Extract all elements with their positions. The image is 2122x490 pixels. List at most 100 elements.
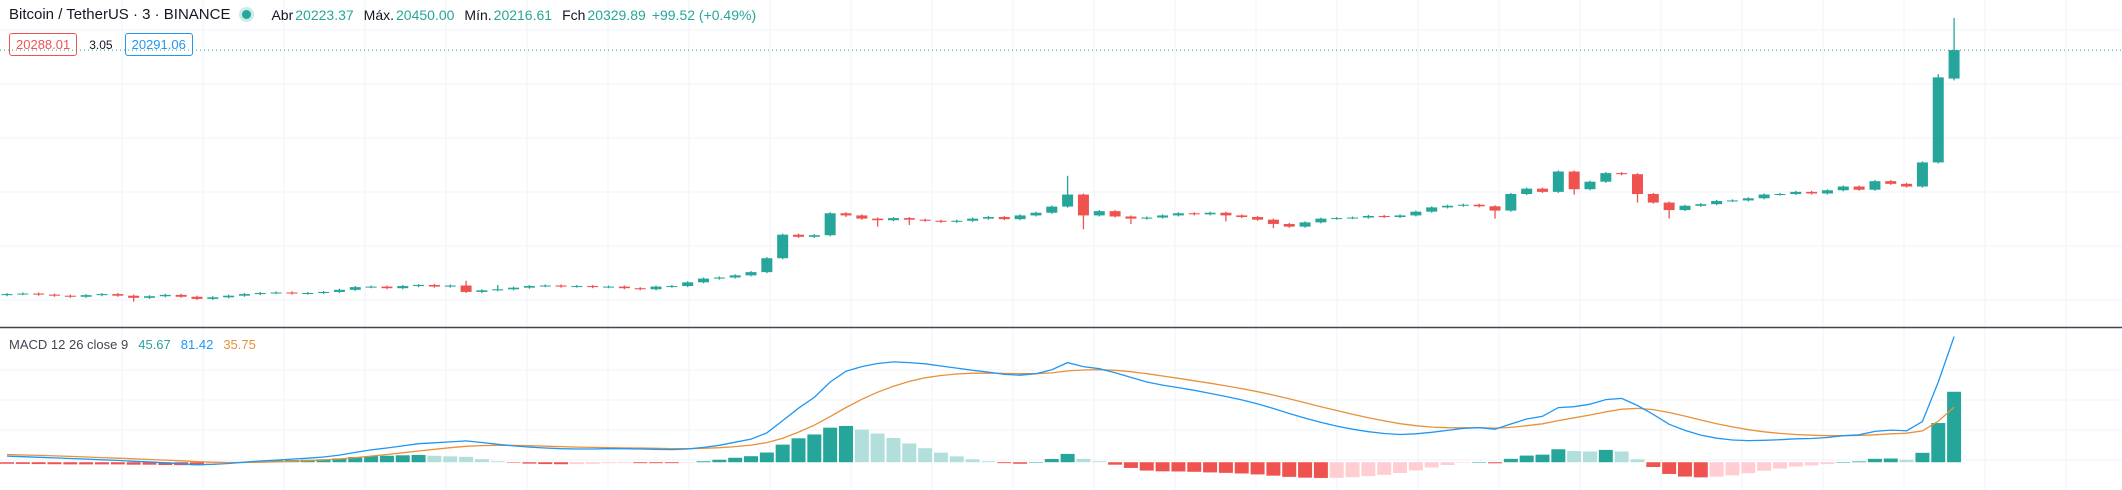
histogram-bar <box>1060 453 1075 463</box>
histogram-bar <box>94 462 109 465</box>
candle-body <box>1663 202 1675 211</box>
symbol: Bitcoin / TetherUS · 3 · BINANCE <box>9 6 231 23</box>
candle-body <box>603 286 615 288</box>
histogram-bar <box>1044 458 1059 463</box>
candle-body <box>967 218 979 221</box>
histogram-bar <box>838 425 853 463</box>
histogram-bar <box>1345 462 1360 478</box>
candle-body <box>666 286 678 288</box>
candle-body <box>1299 222 1311 227</box>
histogram-bar <box>1883 458 1898 463</box>
candle-body <box>539 285 551 287</box>
histogram-bar <box>1662 462 1677 474</box>
high-value: 20450.00 <box>396 6 455 23</box>
candle-body <box>935 220 947 222</box>
histogram-bar <box>1393 462 1408 474</box>
candle-body <box>1252 217 1264 220</box>
histogram-bar <box>379 455 394 463</box>
candle-body <box>1267 219 1279 224</box>
candle-body <box>1394 215 1406 218</box>
candle-body <box>618 286 630 289</box>
spread: 3.05 <box>89 37 113 52</box>
signal-line <box>6 369 1955 464</box>
histogram-bar <box>506 462 521 463</box>
candle-body <box>523 286 535 288</box>
candle-body <box>1726 200 1738 202</box>
candle-body <box>1236 215 1248 218</box>
candle-body <box>159 294 171 297</box>
candle-body <box>413 284 425 287</box>
histogram-bar <box>1155 462 1170 472</box>
candle-body <box>982 217 994 219</box>
histogram-bar <box>443 456 458 463</box>
histogram-bar <box>1108 462 1123 465</box>
candle-body <box>1521 188 1533 195</box>
histogram-bar <box>1693 462 1708 478</box>
candle-body <box>143 296 155 298</box>
candle-body <box>207 297 219 299</box>
candle-body <box>318 291 330 294</box>
change: +99.52 (+0.49%) <box>651 6 757 23</box>
histogram-bar <box>1234 462 1249 474</box>
candle-body <box>1220 212 1232 216</box>
histogram-bar <box>1203 462 1218 473</box>
histogram-bar <box>807 434 822 463</box>
candle-body <box>1125 216 1137 219</box>
histogram-bar <box>15 462 30 464</box>
histogram-bar <box>1313 462 1328 478</box>
histogram-bar <box>1092 461 1107 463</box>
histogram-bar <box>933 452 948 463</box>
candle-body <box>1711 200 1723 205</box>
histogram-bar <box>918 448 933 463</box>
candle-body <box>460 285 472 292</box>
histogram-bar <box>870 433 885 463</box>
candle-body <box>270 292 282 294</box>
candle-body <box>1837 186 1849 191</box>
candle-body <box>555 285 567 287</box>
macd-value: 81.42 <box>180 337 214 352</box>
candle-body <box>713 277 725 279</box>
candle-body <box>1014 215 1026 220</box>
candle-body <box>1505 194 1517 211</box>
candle-body <box>808 235 820 237</box>
histogram-bar <box>633 462 648 464</box>
ask-price[interactable]: 20291.06 <box>124 33 193 56</box>
histogram-bar <box>1282 462 1297 477</box>
close-label: Fch <box>562 6 586 23</box>
candle-body <box>1948 50 1960 79</box>
histogram-bar <box>395 455 410 463</box>
candle-body <box>1758 194 1770 199</box>
histogram-bar <box>728 457 743 463</box>
histogram-bar <box>1298 462 1313 478</box>
histogram-bar <box>1583 451 1597 463</box>
histogram-bar <box>617 462 632 463</box>
candle-body <box>48 294 60 296</box>
histogram-bar <box>1614 451 1629 463</box>
histogram-bar <box>459 456 474 463</box>
histogram-bar <box>1646 462 1661 468</box>
candle-body <box>777 234 789 259</box>
candle-body <box>1790 191 1802 195</box>
histogram-bar <box>949 456 964 463</box>
quote-row: 20288.01 3.05 20291.06 <box>9 33 193 56</box>
histogram-bar <box>1788 462 1803 467</box>
candle-body <box>1157 215 1169 218</box>
histogram-bar <box>886 438 901 463</box>
histogram-bar <box>1218 462 1233 473</box>
histogram-bar <box>1535 454 1550 463</box>
histogram-bar <box>1472 462 1487 463</box>
candle-body <box>761 258 773 273</box>
candle-body <box>1568 171 1580 190</box>
histogram-bar <box>1123 462 1138 468</box>
histogram-bar <box>332 458 347 463</box>
histogram-bar <box>601 462 616 464</box>
histogram-bar <box>1915 452 1930 463</box>
bid-price[interactable]: 20288.01 <box>9 33 78 56</box>
histogram-bar <box>364 456 379 463</box>
candle-body <box>1062 194 1074 207</box>
candle-body <box>634 288 646 290</box>
candle-body <box>1141 217 1153 219</box>
histogram-bar <box>1440 462 1455 466</box>
